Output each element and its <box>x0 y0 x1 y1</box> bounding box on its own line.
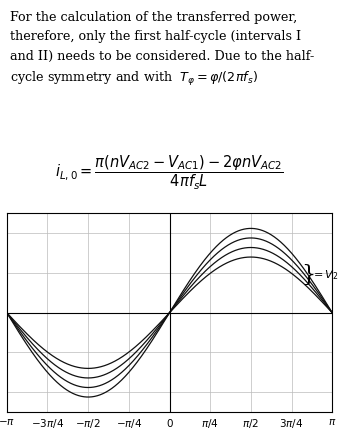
Text: }: } <box>302 264 316 286</box>
Text: $= V_2$: $= V_2$ <box>311 268 338 282</box>
Text: For the calculation of the transferred power,
therefore, only the first half-cyc: For the calculation of the transferred p… <box>10 11 314 88</box>
Text: $i_{L,0} = \dfrac{\pi(nV_{AC2} - V_{AC1}) - 2\varphi n V_{AC2}}{4\pi f_s L}$: $i_{L,0} = \dfrac{\pi(nV_{AC2} - V_{AC1}… <box>55 154 284 192</box>
